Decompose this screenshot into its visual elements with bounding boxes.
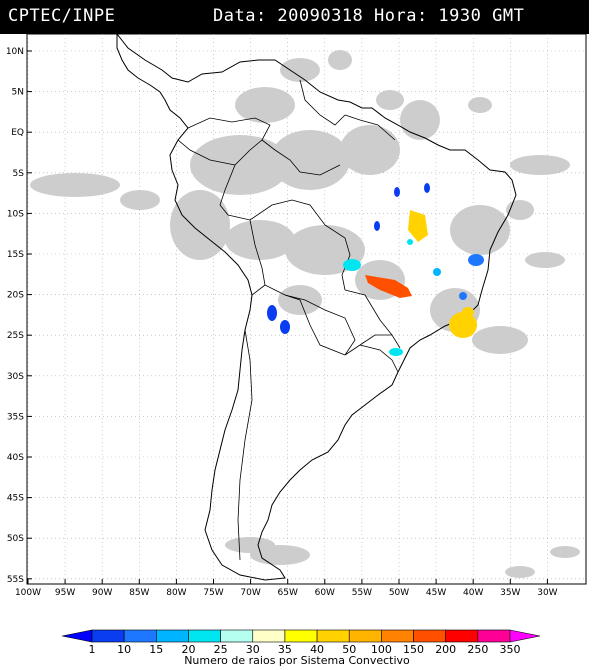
legend-swatch: [413, 629, 446, 643]
lon-tick-label: 30W: [537, 588, 557, 598]
lat-tick-label: 5N: [12, 88, 24, 98]
lon-tick-label: 40W: [463, 588, 483, 598]
legend-colorbar: [61, 629, 541, 643]
legend-swatch: [477, 629, 511, 643]
legend-swatch: [445, 629, 479, 643]
lat-tick-label: 10N: [6, 47, 24, 57]
legend-swatch: [123, 629, 157, 643]
lat-tick-label: 5S: [13, 169, 25, 179]
lat-tick-label: 30S: [7, 372, 24, 382]
legend-swatch: [220, 629, 254, 643]
legend-arrow-left: [61, 629, 93, 643]
lat-tick-label: 55S: [7, 575, 24, 585]
lon-tick-label: 70W: [240, 588, 260, 598]
cloud-cover: [30, 50, 580, 578]
lon-tick-label: 55W: [352, 588, 372, 598]
legend-arrow-right: [509, 629, 541, 643]
lat-tick-label: 15S: [7, 250, 24, 260]
legend-swatch: [91, 629, 125, 643]
lon-tick-label: 95W: [55, 588, 75, 598]
source-label: CPTEC/INPE: [8, 6, 116, 26]
lon-tick-label: 85W: [129, 588, 149, 598]
legend: 1 10 15 20 25 30 35 40 50 100 150 200 250 350 Numero …: [61, 629, 541, 667]
legend-swatch: [284, 629, 318, 643]
lat-tick-label: 35S: [7, 412, 24, 422]
legend-label: 20: [181, 643, 195, 656]
legend-label: 35: [278, 643, 292, 656]
legend-label: 200: [435, 643, 456, 656]
lon-tick-label: 100W: [15, 588, 41, 598]
lon-tick-label: 35W: [500, 588, 520, 598]
lat-tick-label: 45S: [7, 494, 24, 504]
legend-swatch: [188, 629, 221, 643]
datetime-label: Data: 20090318 Hora: 1930 GMT: [213, 6, 525, 26]
lon-tick-label: 45W: [426, 588, 446, 598]
legend-title: Numero de raios por Sistema Convectivo: [184, 654, 410, 667]
lon-tick-label: 50W: [389, 588, 409, 598]
convective-systems: [267, 183, 484, 356]
legend-label: 15: [149, 643, 163, 656]
legend-labels: 1 10 15 20 25 30 35 40 50 100 150 200 250 350: [89, 643, 521, 656]
lat-tick-label: 50S: [7, 534, 24, 544]
legend-label: 40: [310, 643, 324, 656]
lon-tick-label: 80W: [166, 588, 186, 598]
legend-label: 1: [89, 643, 96, 656]
legend-label: 350: [500, 643, 521, 656]
lightning-map: 10N5NEQ5S10S15S20S25S30S35S40S45S50S55S …: [6, 34, 587, 598]
longitude-ticks: 100W 95W 90W 85W 80W 75W 70W 65W 60W 55W 50W 45W 40W…: [15, 579, 558, 598]
legend-label: 150: [403, 643, 424, 656]
legend-label: 50: [342, 643, 356, 656]
lat-tick-label: 40S: [7, 453, 24, 463]
legend-label: 250: [467, 643, 488, 656]
legend-label: 25: [214, 643, 228, 656]
legend-swatch: [156, 629, 189, 643]
legend-swatch: [348, 629, 382, 643]
legend-swatch: [316, 629, 350, 643]
latitude-ticks: 10N 5N EQ 5S 10S 15S 20S 25S 30S 35S 40S 45S 50S 55S: [6, 47, 32, 585]
legend-label: 10: [117, 643, 131, 656]
lon-tick-label: 60W: [315, 588, 335, 598]
lon-tick-label: 75W: [203, 588, 223, 598]
lat-tick-label: 10S: [7, 209, 24, 219]
legend-swatch: [381, 629, 414, 643]
legend-label: 100: [371, 643, 392, 656]
lon-tick-label: 90W: [92, 588, 112, 598]
legend-label: 30: [246, 643, 260, 656]
lon-tick-label: 65W: [278, 588, 298, 598]
lat-tick-label: 25S: [7, 331, 24, 341]
south-america-coastline: [116, 34, 517, 581]
lat-tick-label: EQ: [11, 128, 24, 138]
map-header: CPTEC/INPE Data: 20090318 Hora: 1930 GMT: [0, 0, 589, 34]
lat-tick-label: 20S: [7, 291, 24, 301]
legend-swatch: [252, 629, 286, 643]
